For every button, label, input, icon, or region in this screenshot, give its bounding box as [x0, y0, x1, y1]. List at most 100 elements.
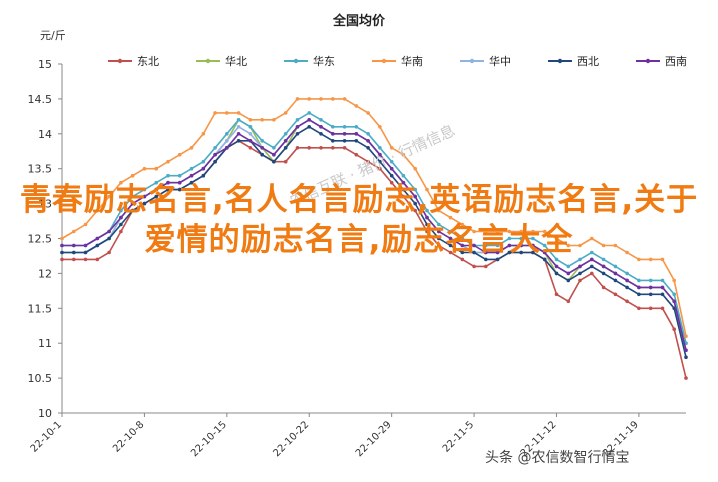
data-point [578, 243, 582, 248]
data-point [142, 166, 147, 171]
data-point [225, 132, 229, 136]
data-point [225, 146, 229, 150]
data-point [83, 250, 88, 255]
data-point [213, 111, 217, 115]
data-point [60, 250, 64, 255]
data-point [413, 194, 418, 199]
data-point [177, 180, 182, 185]
data-point [236, 118, 241, 122]
data-point [166, 173, 170, 178]
data-point [366, 146, 370, 150]
data-point [601, 243, 606, 248]
x-tick-label: 22-10-1 [29, 419, 64, 454]
data-point [319, 132, 323, 136]
data-point [637, 292, 641, 297]
series-line [62, 119, 687, 351]
x-tick-label: 22-10-8 [111, 419, 146, 454]
legend-label: 华东 [313, 54, 335, 68]
data-point [201, 159, 206, 164]
y-tick-label: 13.5 [28, 163, 53, 176]
legend-marker [293, 58, 299, 64]
y-axis-unit: 元/斤 [40, 29, 66, 42]
data-point [437, 208, 441, 213]
data-point [648, 306, 653, 311]
data-point [448, 215, 453, 220]
series-line [62, 112, 687, 344]
data-point [95, 236, 100, 241]
data-point [684, 376, 688, 380]
data-point [283, 139, 288, 143]
data-point [460, 222, 465, 227]
data-point [130, 173, 135, 178]
data-point [248, 125, 253, 129]
data-point [660, 278, 665, 283]
data-point [260, 146, 265, 150]
data-point [413, 208, 418, 213]
data-point [354, 152, 359, 157]
data-point [130, 201, 135, 206]
data-point [389, 159, 394, 164]
data-point [590, 257, 594, 262]
data-point [95, 243, 100, 248]
data-point [189, 173, 194, 178]
data-point [531, 236, 535, 241]
data-point [331, 125, 335, 129]
data-point [354, 139, 359, 143]
data-point [378, 152, 382, 157]
data-point [590, 250, 594, 255]
data-point [166, 180, 170, 185]
data-point [72, 229, 76, 234]
y-tick-label: 14 [38, 128, 52, 141]
data-point [331, 139, 335, 143]
data-point [566, 264, 571, 269]
data-point [366, 132, 370, 136]
data-point [295, 118, 300, 122]
data-point [107, 250, 111, 255]
legend-label: 西南 [665, 55, 687, 68]
data-point [378, 159, 382, 164]
legend-label: 华北 [225, 54, 247, 68]
y-tick-label: 14.5 [28, 93, 53, 106]
data-point [413, 201, 418, 206]
data-point [236, 111, 241, 115]
data-point [542, 229, 547, 234]
data-point [460, 236, 465, 241]
data-point [613, 271, 618, 276]
data-point [236, 132, 241, 136]
legend-marker [117, 58, 123, 64]
data-point [201, 132, 206, 136]
data-point [142, 187, 147, 192]
data-point [578, 278, 582, 283]
data-point [154, 194, 158, 199]
data-point [625, 299, 629, 304]
data-point [554, 264, 559, 269]
data-point [660, 257, 665, 262]
data-point [531, 250, 535, 255]
data-point [378, 146, 382, 150]
data-point [495, 243, 500, 248]
data-point [507, 250, 512, 255]
data-point [484, 243, 488, 248]
data-point [660, 285, 665, 290]
data-point [507, 229, 512, 234]
data-point [272, 152, 276, 157]
data-point [201, 166, 206, 171]
data-point [519, 236, 523, 241]
data-point [319, 97, 323, 101]
data-point [566, 271, 571, 276]
legend-marker [557, 58, 563, 64]
data-point [236, 139, 241, 143]
data-point [295, 97, 300, 101]
data-point [389, 166, 394, 171]
data-point [307, 125, 312, 129]
data-point [672, 299, 676, 304]
data-point [472, 250, 476, 255]
data-point [495, 257, 500, 262]
data-point [331, 132, 335, 136]
data-point [95, 257, 100, 262]
data-point [425, 215, 429, 220]
data-point [319, 125, 323, 129]
data-point [107, 229, 111, 234]
data-point [648, 285, 653, 290]
